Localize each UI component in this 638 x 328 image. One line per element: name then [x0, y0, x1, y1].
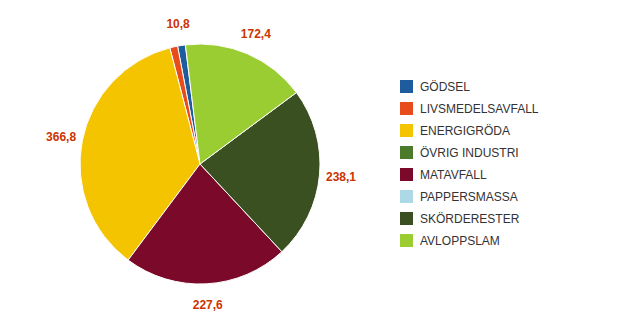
legend: GÖDSEL LIVSMEDELSAVFALL ENERGIGRÖDA ÖVRIG I…: [400, 80, 539, 248]
legend-label: GÖDSEL: [420, 80, 470, 94]
legend-label: AVLOPPSLAM: [420, 234, 500, 248]
legend-swatch: [400, 124, 413, 137]
pie-chart: 10,8 366,8 227,6 238,1 172,4 GÖDSEL LIVSMEDELS…: [0, 0, 638, 328]
legend-swatch: [400, 80, 413, 93]
chart-container: 10,8 366,8 227,6 238,1 172,4 GÖDSEL LIVSMEDELS…: [0, 0, 638, 328]
data-label: 10,8: [166, 17, 190, 31]
legend-swatch: [400, 190, 413, 203]
legend-swatch: [400, 102, 413, 115]
legend-label: ENERGIGRÖDA: [420, 124, 510, 138]
data-label: 227,6: [193, 298, 223, 312]
legend-label: LIVSMEDELSAVFALL: [420, 102, 539, 116]
data-labels: 10,8 366,8 227,6 238,1 172,4: [46, 17, 356, 312]
slices: [80, 44, 320, 284]
legend-label: PAPPERSMASSA: [420, 190, 518, 204]
data-label: 172,4: [241, 27, 271, 41]
legend-label: ÖVRIG INDUSTRI: [420, 146, 519, 160]
legend-swatch: [400, 212, 413, 225]
legend-swatch: [400, 168, 413, 181]
data-label: 366,8: [46, 130, 76, 144]
legend-swatch: [400, 234, 413, 247]
data-label: 238,1: [326, 170, 356, 184]
legend-label: MATAVFALL: [420, 168, 487, 182]
pie-slice: [185, 44, 296, 164]
legend-label: SKÖRDERESTER: [420, 212, 520, 226]
legend-swatch: [400, 146, 413, 159]
